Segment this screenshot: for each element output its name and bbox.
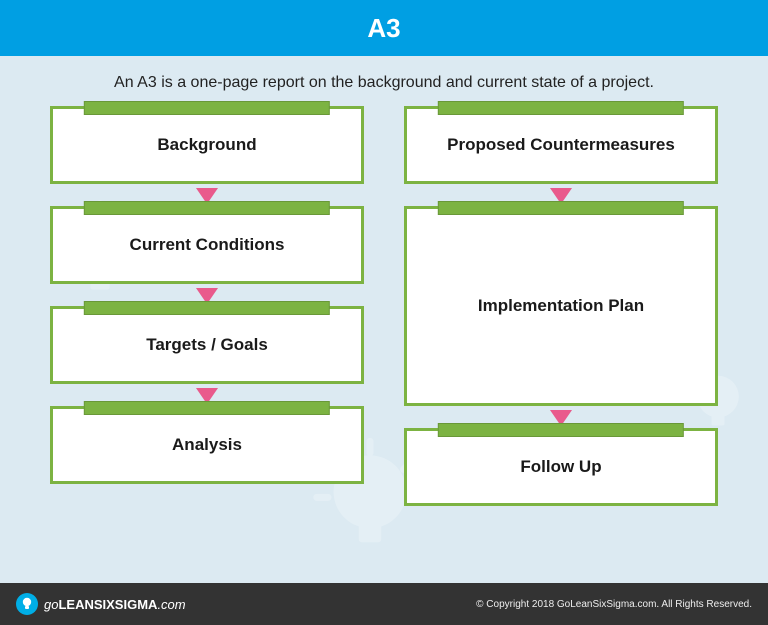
- right-column: Proposed Countermeasures Implementation P…: [404, 106, 718, 573]
- flow-box-implementation-plan: Implementation Plan: [404, 206, 718, 406]
- box-tab: [438, 423, 684, 437]
- box-tab: [84, 401, 330, 415]
- intro-text: An A3 is a one-page report on the backgr…: [50, 74, 718, 92]
- footer: goLEANSIXSIGMA.com © Copyright 2018 GoLe…: [0, 583, 768, 625]
- flow-box-current-conditions: Current Conditions: [50, 206, 364, 284]
- main-area: An A3 is a one-page report on the backgr…: [0, 56, 768, 583]
- logo-text: goLEANSIXSIGMA.com: [44, 597, 186, 612]
- header: A3: [0, 0, 768, 56]
- logo-main: LEANSIXSIGMA: [58, 597, 157, 612]
- copyright-text: © Copyright 2018 GoLeanSixSigma.com. All…: [476, 599, 752, 610]
- footer-logo: goLEANSIXSIGMA.com: [16, 593, 186, 615]
- box-label: Proposed Countermeasures: [447, 135, 675, 155]
- flow-box-follow-up: Follow Up: [404, 428, 718, 506]
- box-tab: [84, 101, 330, 115]
- box-label: Targets / Goals: [146, 335, 268, 355]
- flow-box-proposed-countermeasures: Proposed Countermeasures: [404, 106, 718, 184]
- logo-suffix: .com: [157, 597, 185, 612]
- lightbulb-icon: [16, 593, 38, 615]
- flow-box-analysis: Analysis: [50, 406, 364, 484]
- box-tab: [438, 101, 684, 115]
- logo-prefix: go: [44, 597, 58, 612]
- flow-box-background: Background: [50, 106, 364, 184]
- diagram-columns: Background Current Conditions Targets / Go…: [50, 106, 718, 573]
- box-tab: [84, 301, 330, 315]
- flow-box-targets-goals: Targets / Goals: [50, 306, 364, 384]
- box-label: Analysis: [172, 435, 242, 455]
- box-label: Current Conditions: [130, 235, 285, 255]
- box-tab: [84, 201, 330, 215]
- page-title: A3: [367, 13, 400, 44]
- box-label: Follow Up: [520, 457, 601, 477]
- box-tab: [438, 201, 684, 215]
- left-column: Background Current Conditions Targets / Go…: [50, 106, 364, 573]
- box-label: Background: [157, 135, 256, 155]
- box-label: Implementation Plan: [478, 296, 644, 316]
